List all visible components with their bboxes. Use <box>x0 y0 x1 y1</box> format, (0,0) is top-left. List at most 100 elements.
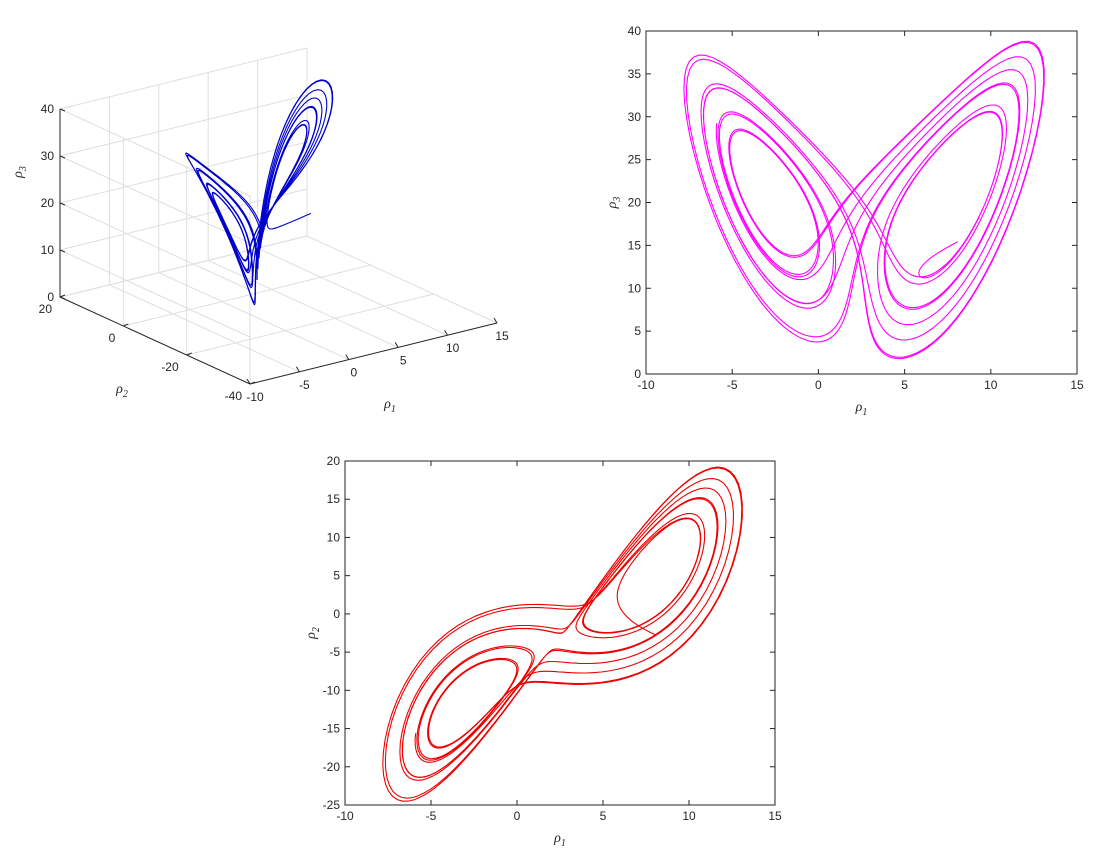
back-grid-line <box>59 94 308 157</box>
floor-grid-line <box>109 284 300 373</box>
y-tick-mark <box>123 323 129 327</box>
x-tick-label: 10 <box>984 378 998 392</box>
x-tick-label: 10 <box>446 341 460 355</box>
y-tick-label: -20 <box>323 760 341 774</box>
z-axis-label: ρ3 <box>11 166 29 179</box>
y-axis-label-symbol: ρ <box>605 201 620 209</box>
z-axis-label-symbol: ρ <box>11 171 26 179</box>
y-axis-line <box>59 296 251 385</box>
floor-grid-line <box>257 247 448 336</box>
x-tick-mark <box>444 329 449 336</box>
x-axis-label-subscript: 1 <box>862 407 867 418</box>
y-tick-mark <box>59 294 66 298</box>
x-tick-label: 15 <box>768 809 782 823</box>
y-tick-label: 15 <box>327 492 341 506</box>
x-tick-label: 5 <box>600 809 607 823</box>
y-axis-label-subscript: 2 <box>311 627 322 632</box>
x-tick-label: 5 <box>400 353 407 367</box>
side-grid-line <box>59 108 251 197</box>
x-tick-label: -10 <box>637 378 655 392</box>
z-tick-mark <box>59 108 66 112</box>
y-axis-label: ρ2 <box>304 627 322 640</box>
floor-grid-line <box>186 293 434 356</box>
x-tick-label: -10 <box>336 809 354 823</box>
x-tick-label: 0 <box>815 378 822 392</box>
y-tick-label: 20 <box>628 196 642 210</box>
x-tick-label: 15 <box>495 329 509 343</box>
x-axis-line <box>249 322 498 385</box>
y-tick-label: 10 <box>327 530 341 544</box>
y-axis-label-subscript: 2 <box>123 389 128 400</box>
y-tick-label: 25 <box>628 153 642 167</box>
y-tick-label: -25 <box>323 798 341 812</box>
y-tick-label: 30 <box>628 110 642 124</box>
y-tick-label: 10 <box>628 281 642 295</box>
y-tick-mark <box>186 352 192 356</box>
y-tick-label: 20 <box>327 454 341 468</box>
floor-grid-line <box>123 264 371 327</box>
x-axis-label-symbol: ρ <box>553 831 561 846</box>
y-tick-label: 5 <box>333 569 340 583</box>
side-grid-line <box>59 249 251 338</box>
x-axis-label-subscript: 1 <box>391 404 396 415</box>
y-tick-label: -5 <box>329 645 340 659</box>
y-tick-label: 0 <box>634 367 641 381</box>
z-tick-label: 0 <box>47 290 54 304</box>
axes-frame <box>645 30 1078 375</box>
x-axis-label: ρ1 <box>383 397 396 415</box>
x-axis-label: ρ1 <box>855 400 868 418</box>
x-tick-mark <box>246 378 251 385</box>
x-tick-mark <box>295 366 300 373</box>
z-tick-label: 20 <box>41 196 55 210</box>
y-axis-label-symbol: ρ <box>115 382 123 397</box>
trajectory-line-magenta <box>683 40 1045 360</box>
x-axis-label-symbol: ρ <box>383 397 391 412</box>
y-axis-label-subscript: 3 <box>612 197 623 203</box>
floor-grid-line <box>207 259 399 348</box>
x-tick-label: -5 <box>727 378 738 392</box>
z-tick-mark <box>59 202 66 206</box>
x-tick-mark <box>493 317 498 324</box>
z-tick-mark <box>59 249 66 253</box>
y-axis-label: ρ3 <box>605 197 623 210</box>
y-tick-label: 15 <box>628 238 642 252</box>
z-tick-label: 30 <box>41 149 55 163</box>
x-tick-mark <box>394 342 399 348</box>
z-tick-mark <box>59 155 66 159</box>
z-tick-label: 10 <box>41 243 55 257</box>
x-axis-label: ρ1 <box>553 831 566 849</box>
y-tick-label: 35 <box>628 67 642 81</box>
x-tick-label: 5 <box>901 378 908 392</box>
y-tick-label: 20 <box>39 302 53 316</box>
y-tick-label: -15 <box>323 722 341 736</box>
z-axis-label-subscript: 3 <box>18 166 29 172</box>
y-tick-label: 5 <box>634 324 641 338</box>
y-tick-label: -20 <box>161 360 179 374</box>
z-tick-mark <box>59 296 66 300</box>
side-grid-line <box>59 202 251 291</box>
back-grid-line <box>59 235 308 298</box>
y-axis-label-symbol: ρ <box>304 632 319 640</box>
x-tick-label: 15 <box>1070 378 1084 392</box>
y-tick-label: 0 <box>109 331 116 345</box>
x-tick-label: 10 <box>682 809 696 823</box>
x-tick-label: 0 <box>514 809 521 823</box>
trajectory-line-blue <box>185 79 334 306</box>
back-grid-line <box>59 141 308 204</box>
x-tick-label: -5 <box>426 809 437 823</box>
y-tick-mark <box>249 381 256 385</box>
y-tick-label: 0 <box>333 607 340 621</box>
y-tick-label: 40 <box>628 24 642 38</box>
x-axis-label-subscript: 1 <box>561 838 566 849</box>
back-grid-line <box>59 47 308 110</box>
x-tick-label: -5 <box>299 378 310 392</box>
x-tick-label: -10 <box>246 390 264 404</box>
x-axis-label-symbol: ρ <box>855 400 863 415</box>
x-tick-label: 0 <box>350 366 357 380</box>
y-axis-label: ρ2 <box>115 382 128 400</box>
trajectory-line-red <box>382 466 743 802</box>
